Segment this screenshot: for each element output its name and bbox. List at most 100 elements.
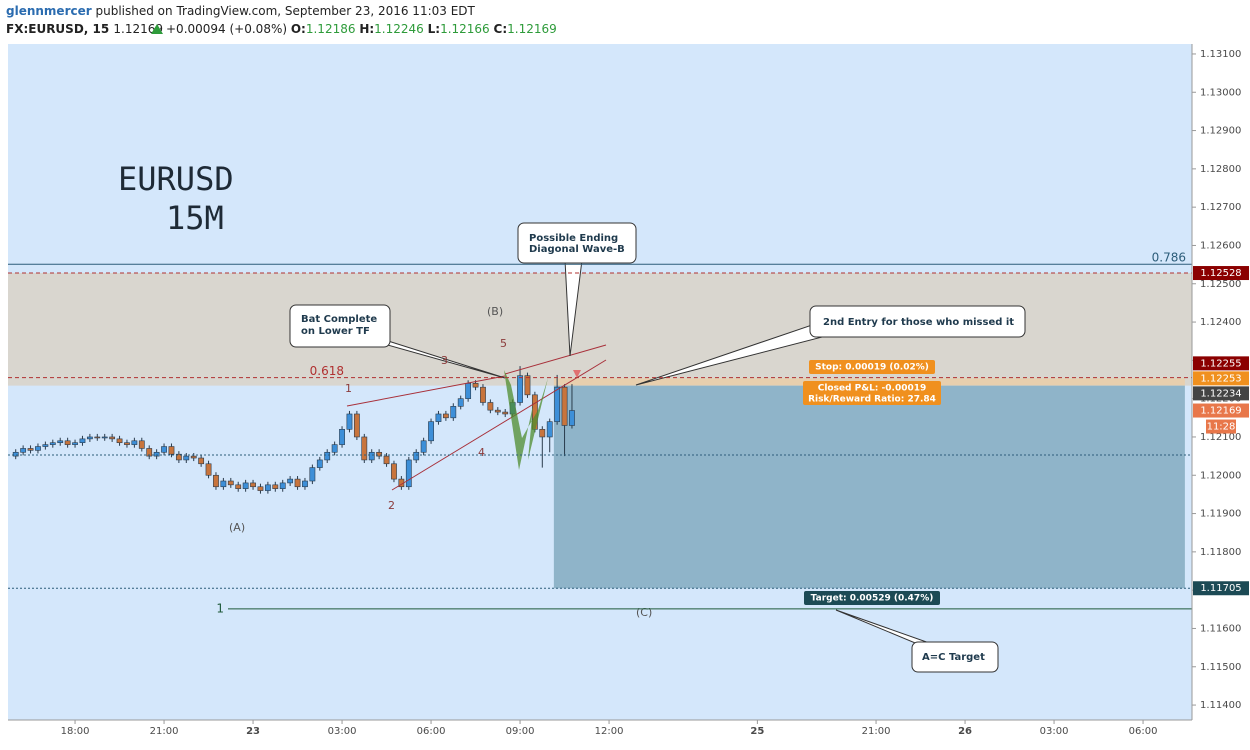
candle-body [161, 446, 167, 453]
candle-body [561, 386, 568, 426]
candle-body [64, 440, 71, 445]
ohlc-value: 1.12246 [374, 22, 424, 36]
candle-body [368, 451, 375, 461]
candle-body [487, 402, 494, 411]
wave-label: (C) [636, 606, 652, 619]
y-tick-label: 1.11800 [1200, 547, 1241, 558]
y-tick-label: 1.12400 [1200, 317, 1241, 328]
rr-label: Risk/Reward Ratio: 27.84 [808, 395, 936, 405]
candle-body [316, 459, 323, 468]
candle-body [420, 440, 427, 453]
candle-body [376, 451, 383, 457]
level-label: 0.786 [1152, 251, 1186, 265]
y-tick-label: 1.11500 [1200, 662, 1241, 673]
x-tick-label: 03:00 [328, 726, 357, 737]
x-tick-label: 03:00 [1040, 726, 1069, 737]
candle-body [138, 440, 145, 449]
target-label-box [804, 591, 940, 605]
header-line: glennmercer published on TradingView.com… [6, 4, 476, 18]
y-tick-label: 1.13100 [1200, 49, 1241, 60]
callout: A=C Target [835, 609, 999, 673]
candle-body [457, 398, 464, 407]
price-label: 1.11705 [1200, 583, 1241, 594]
chart-title: EURUSD [118, 160, 234, 198]
ohlc-value: 1.12166 [440, 22, 490, 36]
candle-body [502, 411, 509, 415]
y-tick-label: 1.12600 [1200, 240, 1241, 251]
price-label: 1.12169 [1200, 406, 1241, 417]
x-tick-label: 06:00 [1129, 726, 1158, 737]
annotation: 2nd Entry for those who missed it [823, 317, 1014, 328]
callout: Possible Ending Diagonal Wave-B [517, 222, 637, 357]
candle-body [86, 436, 93, 440]
candle-body [353, 413, 360, 438]
target-label: Target: 0.00529 (0.47%) [811, 594, 934, 604]
wave-line [391, 359, 607, 491]
candle-body [213, 474, 219, 488]
candle-body [235, 484, 242, 489]
candle-body [472, 383, 479, 388]
ohlc-value: 1.12186 [306, 22, 356, 36]
callout-box [517, 222, 637, 264]
candle-body [346, 413, 353, 430]
wave-label: (A) [229, 521, 245, 534]
price-label-box [1193, 371, 1249, 386]
published: published on TradingView.com, September … [96, 4, 476, 18]
price-label: 1.12255 [1200, 358, 1241, 369]
candle-body [220, 480, 227, 488]
wave-label: 1 [345, 382, 352, 395]
candle-body [190, 455, 197, 459]
y-tick-label: 1.12500 [1200, 279, 1241, 290]
author[interactable]: glennmercer [6, 4, 92, 18]
marker [573, 370, 581, 378]
annotation: on Lower TF [301, 326, 370, 337]
candle-body [264, 484, 271, 491]
level-label: 0.618 [310, 364, 344, 378]
candle-body [72, 442, 78, 445]
x-tick-label: 25 [750, 726, 764, 737]
candle-body [391, 463, 397, 480]
wave-line [346, 375, 506, 407]
candle-body [131, 440, 138, 445]
wave-label: 5 [500, 337, 507, 350]
candle-body [294, 478, 301, 488]
countdown-box [1206, 419, 1236, 434]
ohlc-key: C: [494, 22, 508, 36]
candle-body [57, 440, 64, 444]
callout-box [809, 305, 1026, 338]
callout: 2nd Entry for those who missed it [635, 305, 1026, 386]
candle-body [331, 444, 338, 453]
candle-body [183, 455, 190, 461]
candle-body [279, 482, 286, 489]
x-tick-label: 18:00 [61, 726, 90, 737]
candle-body [361, 436, 368, 461]
x-tick-label: 12:00 [595, 726, 624, 737]
candle-body [146, 448, 153, 457]
candle-body [272, 484, 279, 489]
candle-body [79, 438, 86, 444]
y-tick-label: 1.12700 [1200, 202, 1241, 213]
pnl-label: Closed P&L: -0.00019 [818, 384, 927, 394]
candle-body [569, 410, 575, 426]
candle-body [546, 421, 553, 438]
x-tick-label: 26 [958, 726, 972, 737]
price-label: 1.12528 [1200, 268, 1241, 279]
wave-label: 4 [478, 446, 485, 459]
y-tick-label: 1.12000 [1200, 470, 1241, 481]
candle-body [101, 436, 108, 439]
candle-body [12, 451, 19, 457]
price-label: 1.12234 [1200, 388, 1241, 399]
price-label-box [1193, 403, 1249, 418]
candle-body [539, 429, 546, 438]
bat-pattern [504, 370, 548, 470]
candle-body [405, 459, 412, 488]
price-label-box [1193, 266, 1249, 281]
countdown: 11:28 [1207, 422, 1236, 433]
y-tick-label: 1.12900 [1200, 126, 1241, 137]
candle-body [554, 386, 561, 422]
candle-body [49, 442, 56, 445]
candle-body [480, 386, 486, 403]
candle-body [413, 451, 420, 461]
annotation: Diagonal Wave-B [529, 244, 625, 255]
